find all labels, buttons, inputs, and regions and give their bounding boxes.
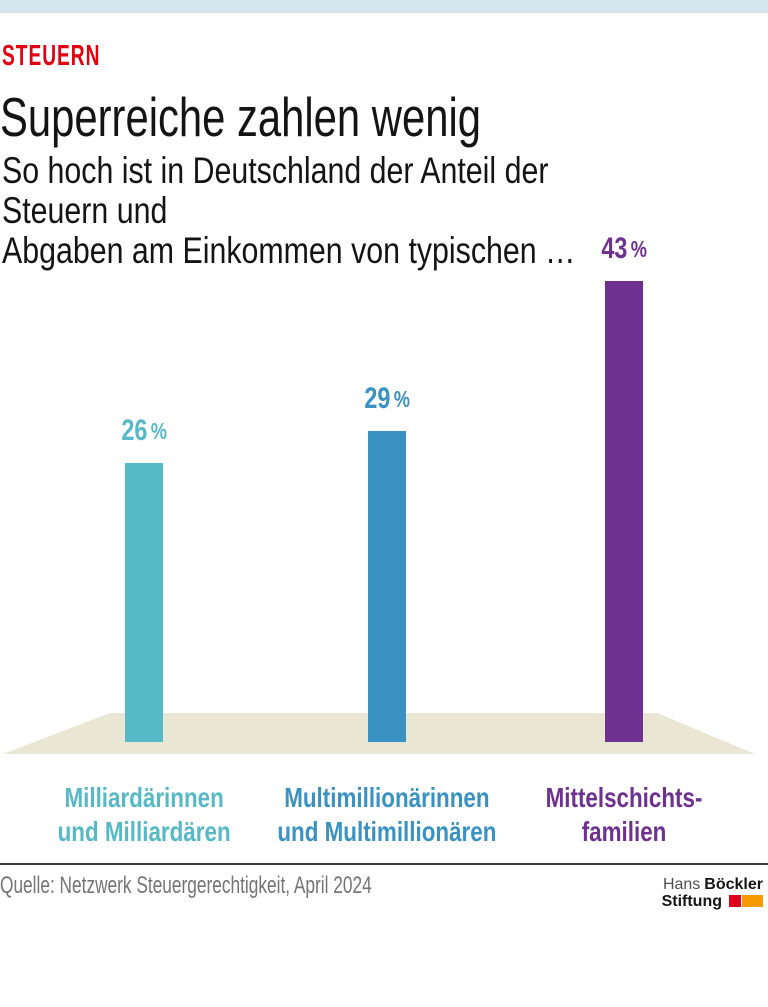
logo-text-boeckler: Böckler (704, 876, 763, 893)
percent-sign: % (150, 417, 167, 444)
bar-category-label: Mittelschichts- familien (479, 781, 768, 849)
bar-value-text: 26% (121, 414, 167, 447)
bar-category-text: Multimillionärinnen und Multimillionären (277, 782, 497, 847)
bar (368, 431, 406, 742)
logo-red-square (729, 895, 741, 907)
source-text-inner: Quelle: Netzwerk Steuergerechtigkeit, Ap… (0, 872, 372, 899)
bar-category-text: Mittelschichts- familien (545, 782, 703, 847)
percent-sign: % (630, 235, 647, 262)
bar-value-label: 29% (277, 377, 497, 421)
bar-value-label: 26% (34, 409, 254, 453)
source-text: Quelle: Netzwerk Steuergerechtigkeit, Ap… (0, 872, 516, 900)
bar-category-label: Milliardärinnen und Milliardären (0, 781, 289, 849)
page-title: Superreiche zahlen wenig (0, 86, 482, 148)
subtitle: So hoch ist in Deutschland der Anteil de… (2, 150, 576, 271)
logo-line-2: Stiftung (662, 893, 763, 910)
logo-text-hans: Hans (662, 876, 701, 893)
kicker-label: STEUERN (2, 40, 101, 72)
bar-value-text: 29% (364, 382, 410, 415)
bar-category-label: Multimillionärinnen und Multimillionären (242, 781, 532, 849)
top-accent-strip (0, 0, 768, 13)
bar-category-text: Milliardärinnen und Milliardären (57, 782, 231, 847)
bar-value-text: 43% (601, 232, 647, 265)
footer-divider (0, 863, 768, 865)
percent-sign: % (393, 385, 410, 412)
logo-line-1: Hans Böckler (662, 876, 763, 893)
bar (125, 463, 163, 742)
hans-boeckler-stiftung-logo: Hans Böckler Stiftung (662, 876, 763, 910)
logo-orange-square (742, 895, 763, 907)
bar-value-label: 43% (514, 227, 734, 271)
bar (605, 281, 643, 742)
logo-text-stiftung: Stiftung (661, 893, 722, 910)
